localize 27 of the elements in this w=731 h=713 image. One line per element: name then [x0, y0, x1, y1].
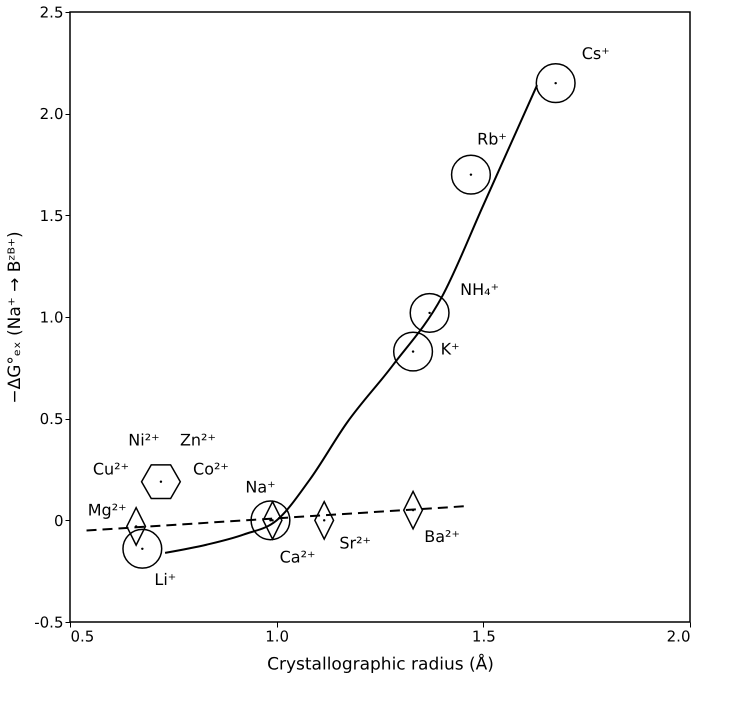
y-tick-label: 1.5	[40, 206, 64, 225]
annotation: Rb⁺	[477, 130, 507, 149]
x-axis-title: Crystallographic radius (Å)	[267, 654, 494, 674]
y-tick-label: 2.5	[40, 4, 64, 22]
annotation: Cu²⁺	[92, 460, 130, 479]
x-tick-label: 1.0	[265, 628, 290, 646]
annotation: K⁺	[440, 340, 460, 359]
y-tick-label: 1.0	[40, 308, 64, 326]
annotation: Cs⁺	[582, 44, 610, 64]
annotation: Li⁺	[154, 570, 176, 589]
annotation: Zn²⁺	[180, 430, 216, 450]
x-tick-label: 1.5	[472, 628, 496, 646]
annotation: NH₄⁺	[460, 280, 500, 299]
y-axis-title: −ΔG°ₑₓ (Na⁺ → Bᶻᴮ⁺)	[5, 231, 26, 404]
x-tick-label: 2.0	[666, 628, 690, 646]
annotation: Sr²⁺	[339, 533, 371, 552]
annotation: Mg²⁺	[88, 500, 127, 520]
annotation: Ca²⁺	[280, 547, 316, 566]
annotation: Ba²⁺	[424, 527, 460, 546]
y-tick-label: -0.5	[34, 614, 64, 632]
y-tick-label: 0	[54, 512, 64, 530]
y-tick-label: 0.5	[40, 410, 64, 428]
annotation: Na⁺	[245, 477, 276, 496]
annotation: Co²⁺	[193, 460, 229, 479]
x-tick-label: 0.5	[70, 628, 94, 646]
y-tick-label: 2.0	[40, 105, 64, 124]
annotation: Ni²⁺	[128, 430, 160, 450]
